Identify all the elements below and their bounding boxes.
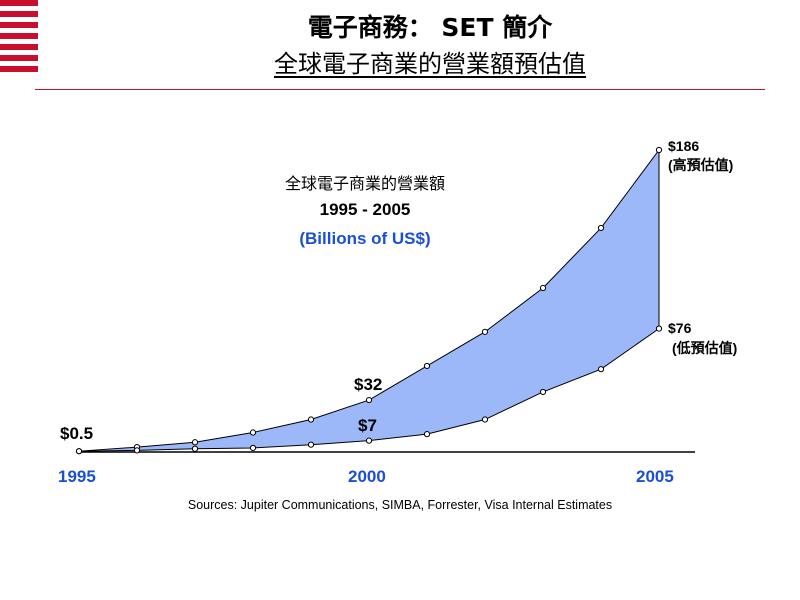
data-point-low <box>365 437 373 444</box>
title-stripes <box>0 0 38 72</box>
data-point-high <box>191 439 199 446</box>
data-note-high-estimate: (高預估值) <box>668 157 734 173</box>
data-point-high <box>249 429 257 436</box>
estimate-band <box>79 150 659 452</box>
data-point-low <box>481 416 489 423</box>
chart-title: 全球電子商業的營業額 <box>284 176 445 193</box>
x-tick-label: 2000 <box>348 467 386 486</box>
data-point-high <box>539 284 547 292</box>
data-point-high <box>365 396 373 404</box>
data-point-low <box>423 431 431 438</box>
data-point-low <box>249 444 257 452</box>
source-note: Sources: Jupiter Communications, SIMBA, … <box>187 498 613 512</box>
slide-title: 電子商務： SET 簡介 <box>307 13 553 42</box>
data-label-start: $0.5 <box>60 424 94 443</box>
stripe <box>0 66 38 72</box>
title-divider <box>35 89 765 90</box>
data-point-low <box>655 325 663 332</box>
data-point-low <box>191 445 199 452</box>
chart-subtitle: 1995 - 2005 <box>319 200 411 219</box>
data-point-high <box>597 224 605 232</box>
data-point-high <box>655 146 663 154</box>
data-label-2000-high: $32 <box>354 375 383 394</box>
stripe <box>0 11 38 17</box>
data-point-low <box>133 447 141 454</box>
data-point-high <box>423 362 431 370</box>
stripe <box>0 22 38 28</box>
data-label-2005-high: $186 <box>668 138 700 154</box>
data-point-high <box>481 328 489 335</box>
x-tick-label: 1995 <box>58 467 96 486</box>
stripe <box>0 55 38 61</box>
data-point-low <box>539 388 547 396</box>
data-point-low <box>75 448 83 455</box>
data-label-2005-low: $76 <box>668 320 692 336</box>
stripe <box>0 0 38 6</box>
slide-subtitle: 全球電子商業的營業額預估值 <box>274 50 586 78</box>
data-note-low-estimate: (低預估值) <box>672 340 738 356</box>
stripe <box>0 44 38 50</box>
data-point-high <box>307 416 315 423</box>
data-label-2000-low: $7 <box>358 416 377 435</box>
chart-unit-label: (Billions of US$) <box>299 229 431 248</box>
x-tick-label: 2005 <box>636 467 674 486</box>
stripe <box>0 33 38 39</box>
data-point-low <box>597 366 605 373</box>
data-point-low <box>307 441 315 448</box>
